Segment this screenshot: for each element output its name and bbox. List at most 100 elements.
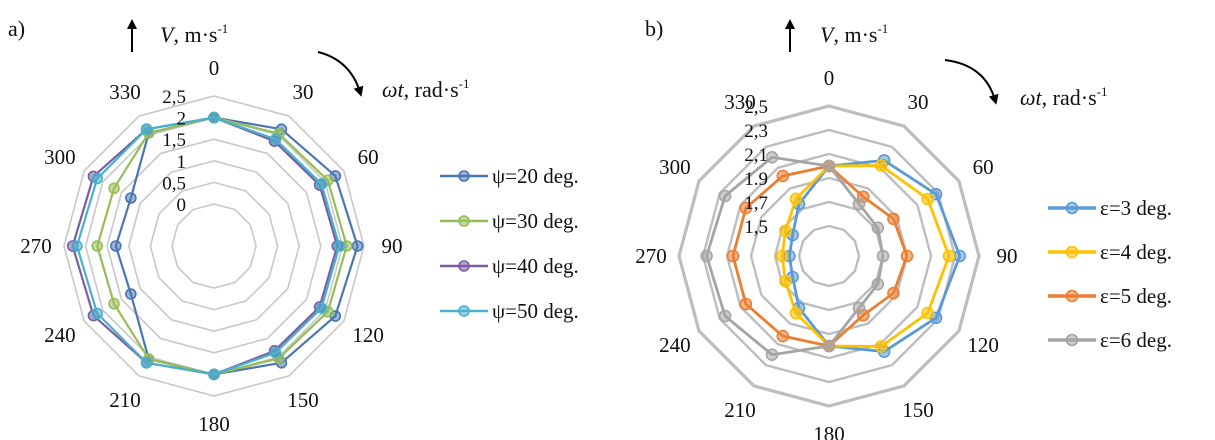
data-point [942,249,956,263]
panel-a-w-axis-label: ωt, rad·s-1 [382,76,469,102]
radial-tick-label: 0,5 [162,173,186,194]
legend-swatch-marker [1065,289,1079,303]
data-point [779,274,792,288]
data-point [776,329,790,343]
data-point [91,240,104,252]
data-point [921,306,935,320]
radial-tick-label: 2,5 [744,97,768,118]
data-point [739,297,753,311]
data-point [765,348,779,362]
grid-ring [106,138,322,354]
data-point [874,340,888,353]
legend: ψ=20 deg. ψ=30 deg. ψ=40 deg. ψ=50 deg. [440,164,579,323]
angle-label: 60 [358,145,379,169]
legend-entry: ψ=40 deg. [440,254,579,278]
data-point [887,286,900,300]
legend-label: ε=5 deg. [1100,284,1172,308]
legend-swatch-marker [458,215,470,227]
angle-label: 240 [44,323,76,347]
legend-label: ψ=20 deg. [492,164,579,188]
data-point [269,133,282,146]
legend-swatch-marker [1065,333,1079,347]
legend-label: ψ=30 deg. [492,209,579,233]
angle-label: 210 [724,398,756,422]
data-point [789,306,803,320]
panel-a-v-axis-label: V, m·s-1 [160,21,228,47]
data-point [718,189,732,203]
grid-ring [797,224,861,288]
angle-label: 120 [352,323,384,347]
angle-label: 60 [973,155,994,179]
data-point [900,249,914,263]
angle-label: 180 [198,412,230,436]
legend-entry: ε=3 deg. [1048,196,1172,220]
legend-label: ε=4 deg. [1100,240,1172,264]
radial-tick-label: 1.9 [744,169,768,190]
data-point [887,212,900,226]
panel-a-letter: a) [8,16,25,41]
angle-label: 0 [824,66,835,90]
angle-label: 300 [44,145,76,169]
angle-label: 330 [109,80,141,104]
data-point [700,249,713,263]
grid-ring [149,181,279,311]
angle-label: 300 [659,155,691,179]
data-point [125,288,137,300]
grid-ring [171,203,257,289]
data-point [125,192,137,204]
data-point [822,339,836,353]
data-point [333,240,346,252]
data-point [871,221,885,235]
radial-tick-label: 0 [177,195,187,216]
panel-b-rotation-arrow [944,59,999,105]
grid-ring [63,95,365,397]
data-point [775,249,789,263]
panel-b-letter: b) [645,16,663,41]
legend-entry: ε=6 deg. [1048,328,1172,352]
angle-label: 270 [635,244,667,268]
legend-entry: ε=5 deg. [1048,284,1172,308]
data-point [140,357,153,369]
data-point [208,368,220,381]
legend: ε=3 deg. ε=4 deg. ε=5 deg. ε=6 deg. [1048,196,1172,352]
data-point [876,249,890,263]
grid-ring [127,159,301,333]
radial-tick-label: 2,5 [162,87,186,108]
data-point [351,240,364,252]
angle-label: 120 [967,333,999,357]
data-point [315,302,328,314]
angle-label: 150 [902,398,934,422]
data-point [789,192,803,206]
data-point [852,197,866,211]
data-point [269,346,282,359]
legend-swatch-marker [458,170,470,182]
angle-label: 30 [908,90,929,114]
angle-label: 330 [724,90,756,114]
data-point [852,301,866,315]
data-point [874,159,888,172]
legend-swatch-marker [458,305,470,317]
legend-label: ψ=50 deg. [492,299,579,323]
data-point [776,169,790,183]
radar-chart-a: 030609012015018021024027030033000,511,52… [20,56,579,436]
radial-tick-label: 1 [177,152,187,173]
legend-label: ψ=40 deg. [492,254,579,278]
panel-a-header: a) V, m·s-1 ωt, rad·s-1 [8,16,469,102]
angle-label: 150 [287,388,319,412]
data-point [822,159,836,173]
legend-entry: ε=4 deg. [1048,240,1172,264]
data-point [315,178,328,190]
angle-label: 0 [209,56,220,80]
data-point [779,224,792,238]
legend-entry: ψ=20 deg. [440,164,579,188]
series-line [96,116,348,376]
legend-entry: ψ=50 deg. [440,299,579,323]
panel-b-header: b) V, m·s-1 ωt, rad·s-1 [645,16,1107,110]
radial-tick-label: 2 [177,109,187,130]
angle-label: 210 [109,388,141,412]
series-3 [66,111,344,381]
radial-tick-label: 2,1 [744,145,768,166]
legend-swatch-marker [1065,245,1079,259]
data-point [91,307,103,320]
